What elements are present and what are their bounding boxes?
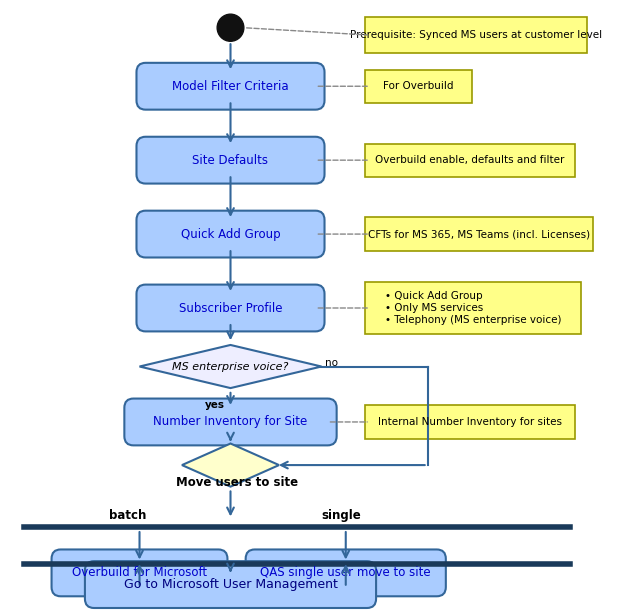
FancyBboxPatch shape <box>365 217 593 251</box>
Text: Number Inventory for Site: Number Inventory for Site <box>153 415 308 429</box>
FancyBboxPatch shape <box>365 282 581 334</box>
Text: batch: batch <box>109 509 146 522</box>
Text: single: single <box>322 509 361 522</box>
Text: Prerequisite: Synced MS users at customer level: Prerequisite: Synced MS users at custome… <box>350 30 602 40</box>
Text: Site Defaults: Site Defaults <box>193 153 269 167</box>
Text: Subscriber Profile: Subscriber Profile <box>179 301 282 315</box>
Text: no: no <box>325 359 337 368</box>
Text: Overbuild enable, defaults and filter: Overbuild enable, defaults and filter <box>376 155 565 165</box>
FancyBboxPatch shape <box>136 63 325 110</box>
FancyBboxPatch shape <box>365 144 575 177</box>
FancyBboxPatch shape <box>124 399 337 445</box>
Text: MS enterprise voice?: MS enterprise voice? <box>172 362 289 371</box>
Text: Internal Number Inventory for sites: Internal Number Inventory for sites <box>378 417 562 427</box>
Text: Move users to site: Move users to site <box>175 476 298 488</box>
FancyBboxPatch shape <box>365 17 587 53</box>
Text: Model Filter Criteria: Model Filter Criteria <box>172 79 289 93</box>
FancyBboxPatch shape <box>136 285 325 331</box>
FancyBboxPatch shape <box>365 405 575 439</box>
Circle shape <box>217 14 244 41</box>
FancyBboxPatch shape <box>51 549 227 596</box>
Polygon shape <box>139 345 322 388</box>
Text: For Overbuild: For Overbuild <box>383 81 454 91</box>
Text: Quick Add Group: Quick Add Group <box>181 227 280 241</box>
FancyBboxPatch shape <box>136 137 325 184</box>
FancyBboxPatch shape <box>365 70 472 103</box>
Text: Go to Microsoft User Management: Go to Microsoft User Management <box>124 578 337 591</box>
FancyBboxPatch shape <box>85 561 376 608</box>
FancyBboxPatch shape <box>136 211 325 257</box>
Text: • Quick Add Group
• Only MS services
• Telephony (MS enterprise voice): • Quick Add Group • Only MS services • T… <box>385 291 561 325</box>
Text: Overbuild for Microsoft: Overbuild for Microsoft <box>72 566 207 580</box>
FancyBboxPatch shape <box>246 549 446 596</box>
Polygon shape <box>182 444 279 487</box>
Text: QAS single user move to site: QAS single user move to site <box>261 566 431 580</box>
Text: yes: yes <box>205 400 225 410</box>
Text: CFTs for MS 365, MS Teams (incl. Licenses): CFTs for MS 365, MS Teams (incl. License… <box>368 229 590 239</box>
